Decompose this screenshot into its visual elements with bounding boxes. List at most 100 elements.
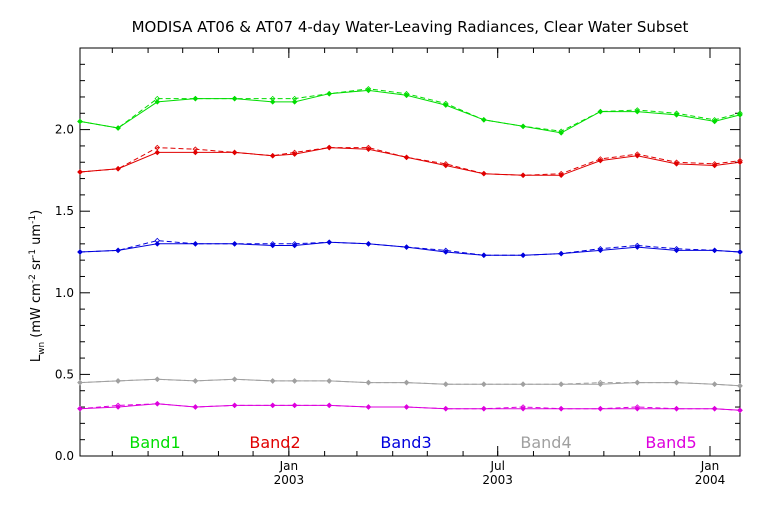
band5-solid-point <box>403 404 410 410</box>
band1-dashed-line <box>79 88 741 132</box>
band3-solid-point <box>443 249 449 255</box>
series-band1 <box>77 86 743 136</box>
band2-solid-point <box>115 166 121 172</box>
band5-solid-point <box>634 405 641 412</box>
band5-solid-point <box>443 405 449 412</box>
band5-solid-point <box>673 405 680 412</box>
legend-band2: Band2 <box>249 433 300 452</box>
band1-solid-point <box>403 92 410 99</box>
band3-solid-point <box>326 239 332 245</box>
band2-solid-point <box>481 170 487 177</box>
band4-solid-point <box>673 379 680 386</box>
band1-solid-point <box>269 99 276 105</box>
legend-band4: Band4 <box>520 433 571 452</box>
band1-solid-point <box>737 112 743 118</box>
band5-solid-point <box>231 402 238 409</box>
band2-solid-point <box>558 172 564 179</box>
legend-band3: Band3 <box>380 433 431 452</box>
band2-solid-point <box>673 161 680 167</box>
band4-solid-point <box>558 381 564 387</box>
band5-solid-point <box>115 404 121 410</box>
band3-solid-point <box>154 241 161 247</box>
x-tick-month: Jan <box>700 459 720 473</box>
band1-solid-point <box>231 95 238 102</box>
band2-solid-point <box>154 149 161 156</box>
y-tick-label: 0.5 <box>55 367 74 381</box>
y-tick-label: 2.0 <box>55 123 74 137</box>
band5-solid-point <box>291 402 298 409</box>
y-axis-label: Lwn (mW cm-2 sr-1 um-1) <box>28 210 47 362</box>
band3-solid-point <box>77 249 83 255</box>
band4-solid-point <box>597 381 604 387</box>
band2-solid-point <box>737 159 743 166</box>
band2-solid-point <box>231 149 238 156</box>
band1-solid-point <box>365 87 372 94</box>
band1-solid-point <box>711 118 718 125</box>
band4-solid-point <box>326 378 332 384</box>
band3-solid-point <box>634 244 641 250</box>
band1-solid-point <box>597 108 604 115</box>
band3-solid-point <box>291 242 298 249</box>
band3-solid-line <box>79 241 741 256</box>
band4-solid-point <box>154 376 161 383</box>
chart-title: MODISA AT06 & AT07 4-day Water-Leaving R… <box>132 18 689 36</box>
x-tick-month: Jul <box>489 459 504 473</box>
series-band4 <box>77 376 743 389</box>
band5-solid-point <box>711 405 718 412</box>
series-band3 <box>77 237 743 259</box>
band5-solid-point <box>365 404 372 410</box>
band3-solid-point <box>365 241 372 247</box>
series-band2 <box>77 144 743 179</box>
band1-solid-point <box>154 99 161 105</box>
band3-solid-point <box>737 249 743 255</box>
band3-solid-point <box>269 242 276 249</box>
band2-solid-point <box>520 172 526 179</box>
band2-solid-point <box>192 149 199 156</box>
legend-band1: Band1 <box>129 433 180 452</box>
band2-dashed-line <box>79 147 741 176</box>
band1-solid-point <box>115 125 121 131</box>
band4-solid-line <box>79 378 741 387</box>
band2-solid-line <box>79 147 741 176</box>
band4-solid-point <box>365 379 372 386</box>
band4-solid-point <box>115 378 121 384</box>
band3-solid-point <box>558 250 564 257</box>
band1-solid-point <box>291 99 298 105</box>
band3-solid-point <box>711 247 718 254</box>
band4-solid-point <box>520 381 526 387</box>
band5-solid-point <box>154 401 161 407</box>
band2-solid-point <box>77 169 83 175</box>
band4-solid-point <box>269 378 276 384</box>
band1-solid-point <box>558 130 564 136</box>
band3-solid-point <box>597 247 604 254</box>
band1-solid-point <box>673 112 680 118</box>
band5-solid-point <box>597 405 604 412</box>
x-tick-year: 2003 <box>274 473 305 487</box>
band3-solid-point <box>481 252 487 259</box>
x-tick-year: 2003 <box>482 473 513 487</box>
band4-solid-point <box>403 379 410 386</box>
band1-solid-point <box>77 118 83 125</box>
legend: Band1 Band2 Band3 Band4 Band5 <box>129 433 696 452</box>
band2-solid-point <box>365 146 372 152</box>
x-tick-year: 2004 <box>695 473 726 487</box>
band5-solid-point <box>269 402 276 409</box>
band5-solid-point <box>520 405 526 412</box>
band3-solid-point <box>115 247 121 254</box>
band3-solid-point <box>192 241 199 247</box>
band2-solid-point <box>269 152 276 159</box>
band2-solid-point <box>326 144 332 151</box>
band2-solid-point <box>634 152 641 159</box>
band2-solid-point <box>403 154 410 161</box>
band1-solid-point <box>443 102 449 108</box>
y-tick-label: 0.0 <box>55 449 74 463</box>
plot-frame <box>79 47 741 457</box>
band1-solid-line <box>79 89 741 134</box>
band5-solid-point <box>558 405 564 412</box>
band4-solid-point <box>481 381 487 387</box>
band4-solid-point <box>77 379 83 386</box>
band1-solid-point <box>481 117 487 123</box>
band5-solid-point <box>737 407 743 414</box>
band5-solid-point <box>326 402 332 409</box>
